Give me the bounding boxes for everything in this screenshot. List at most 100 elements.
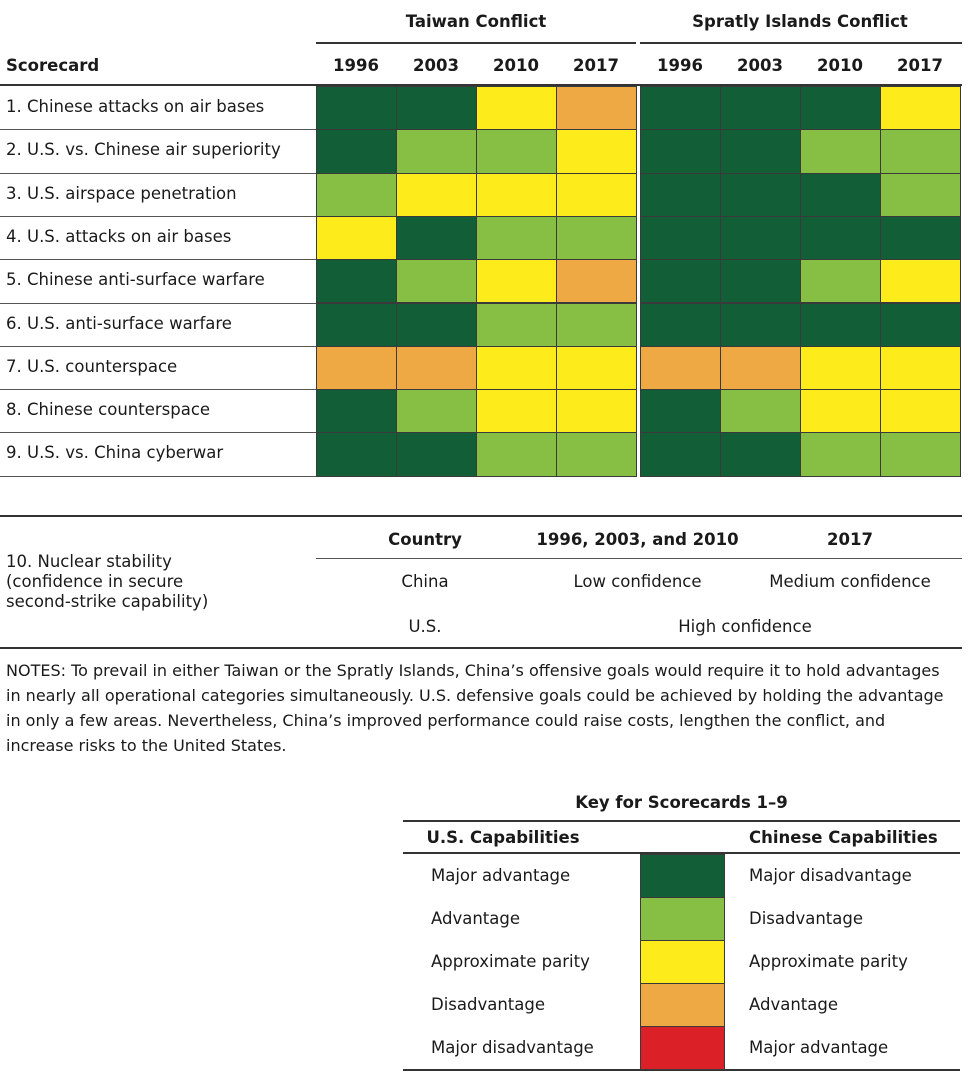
heatmap-cell-spratly bbox=[800, 432, 881, 477]
nuclear-us-all: High confidence bbox=[678, 617, 812, 636]
heatmap-cell-spratly bbox=[880, 129, 961, 174]
heatmap-cell-spratly bbox=[800, 345, 881, 391]
divider bbox=[403, 820, 960, 822]
divider bbox=[0, 129, 316, 131]
key-cn-label: Major disadvantage bbox=[749, 866, 912, 885]
heatmap-cell-spratly bbox=[880, 302, 961, 347]
heatmap-cell-spratly bbox=[720, 215, 801, 261]
year-label: 2017 bbox=[897, 56, 943, 75]
heatmap-cell-taiwan bbox=[476, 389, 557, 434]
key-us-label: Approximate parity bbox=[431, 952, 590, 971]
group-header-taiwan: Taiwan Conflict bbox=[405, 12, 547, 31]
divider bbox=[0, 259, 316, 261]
year-label: 2003 bbox=[737, 56, 783, 75]
heatmap-cell-spratly bbox=[720, 389, 801, 434]
divider bbox=[0, 172, 316, 174]
heatmap-cell-taiwan bbox=[396, 432, 477, 477]
heatmap-cell-taiwan bbox=[396, 389, 477, 434]
heatmap-cell-spratly bbox=[720, 172, 801, 217]
divider bbox=[640, 42, 962, 44]
nuclear-china-early: Low confidence bbox=[573, 572, 702, 591]
heatmap-cell-taiwan bbox=[316, 259, 397, 304]
heatmap-cell-spratly bbox=[800, 172, 881, 217]
heatmap-cell-taiwan bbox=[316, 432, 397, 477]
row-label: 8. Chinese counterspace bbox=[6, 400, 211, 420]
key-us-label: Advantage bbox=[431, 909, 521, 928]
heatmap-cell-taiwan bbox=[556, 215, 637, 261]
divider bbox=[316, 42, 636, 44]
heatmap-cell-taiwan bbox=[476, 215, 557, 261]
heatmap-cell-taiwan bbox=[396, 302, 477, 347]
heatmap-cell-taiwan bbox=[556, 302, 637, 347]
key-swatch bbox=[640, 854, 725, 898]
key-us-header: U.S. Capabilities bbox=[426, 828, 580, 847]
heatmap-cell-taiwan bbox=[316, 172, 397, 217]
heatmap-cell-spratly bbox=[640, 345, 721, 391]
heatmap-cell-spratly bbox=[880, 259, 961, 304]
heatmap-cell-taiwan bbox=[556, 172, 637, 217]
row-label: 5. Chinese anti-surface warfare bbox=[6, 270, 265, 290]
heatmap-cell-taiwan bbox=[396, 259, 477, 304]
key-us-label: Disadvantage bbox=[431, 995, 546, 1014]
divider bbox=[0, 389, 316, 391]
heatmap-cell-taiwan bbox=[316, 302, 397, 347]
divider bbox=[0, 302, 316, 304]
heatmap-cell-spratly bbox=[800, 129, 881, 174]
nuclear-label: 10. Nuclear stability (confidence in sec… bbox=[6, 552, 209, 611]
nuclear-china-2017: Medium confidence bbox=[769, 572, 931, 591]
heatmap-cell-spratly bbox=[880, 389, 961, 434]
heatmap-cell-spratly bbox=[880, 432, 961, 477]
row-label: 3. U.S. airspace penetration bbox=[6, 183, 237, 203]
heatmap-cell-spratly bbox=[640, 432, 721, 477]
heatmap-cell-taiwan bbox=[316, 129, 397, 174]
heatmap-cell-spratly bbox=[640, 215, 721, 261]
group-header-spratly: Spratly Islands Conflict bbox=[692, 12, 908, 31]
divider bbox=[0, 345, 316, 347]
divider bbox=[0, 215, 316, 217]
year-label: 2010 bbox=[817, 56, 863, 75]
key-us-label: Major advantage bbox=[431, 866, 571, 885]
heatmap-cell-taiwan bbox=[556, 389, 637, 434]
notes: NOTES: To prevail in either Taiwan or th… bbox=[6, 661, 944, 755]
heatmap-cell-taiwan bbox=[476, 302, 557, 347]
heatmap-cell-spratly bbox=[720, 345, 801, 391]
heatmap-cell-spratly bbox=[640, 86, 721, 131]
heatmap-cell-taiwan bbox=[476, 129, 557, 174]
heatmap-cell-spratly bbox=[640, 172, 721, 217]
row-label: 6. U.S. anti-surface warfare bbox=[6, 313, 232, 333]
divider bbox=[0, 432, 316, 434]
key-us-label: Major disadvantage bbox=[431, 1038, 594, 1057]
heatmap-cell-taiwan bbox=[476, 432, 557, 477]
year-label: 2003 bbox=[413, 56, 459, 75]
heatmap-cell-taiwan bbox=[556, 86, 637, 131]
heatmap-cell-taiwan bbox=[396, 172, 477, 217]
heatmap-cell-taiwan bbox=[396, 345, 477, 391]
row-label: 2. U.S. vs. Chinese air superiority bbox=[6, 140, 281, 160]
heatmap-cell-spratly bbox=[640, 389, 721, 434]
heatmap-cell-taiwan bbox=[556, 432, 637, 477]
key-title: Key for Scorecards 1–9 bbox=[575, 793, 788, 812]
heatmap-cell-taiwan bbox=[316, 215, 397, 261]
heatmap-cell-taiwan bbox=[476, 259, 557, 304]
divider bbox=[0, 84, 962, 86]
key-cn-label: Advantage bbox=[749, 995, 839, 1014]
divider bbox=[0, 647, 962, 649]
heatmap-cell-spratly bbox=[800, 86, 881, 131]
heatmap-cell-taiwan bbox=[396, 215, 477, 261]
nuclear-header-early: 1996, 2003, and 2010 bbox=[536, 530, 739, 549]
nuclear-us: U.S. bbox=[408, 617, 442, 636]
heatmap-cell-taiwan bbox=[316, 345, 397, 391]
heatmap-cell-taiwan bbox=[476, 172, 557, 217]
key-cn-label: Disadvantage bbox=[749, 909, 864, 928]
key-cn-label: Major advantage bbox=[749, 1038, 889, 1057]
heatmap-cell-taiwan bbox=[556, 345, 637, 391]
heatmap-cell-spratly bbox=[720, 432, 801, 477]
heatmap-cell-spratly bbox=[880, 345, 961, 391]
heatmap-cell-spratly bbox=[880, 172, 961, 217]
key-cn-label: Approximate parity bbox=[749, 952, 908, 971]
row-label: 9. U.S. vs. China cyberwar bbox=[6, 443, 224, 463]
heatmap-cell-taiwan bbox=[556, 259, 637, 304]
divider bbox=[0, 515, 962, 517]
key-swatch bbox=[640, 1026, 725, 1070]
